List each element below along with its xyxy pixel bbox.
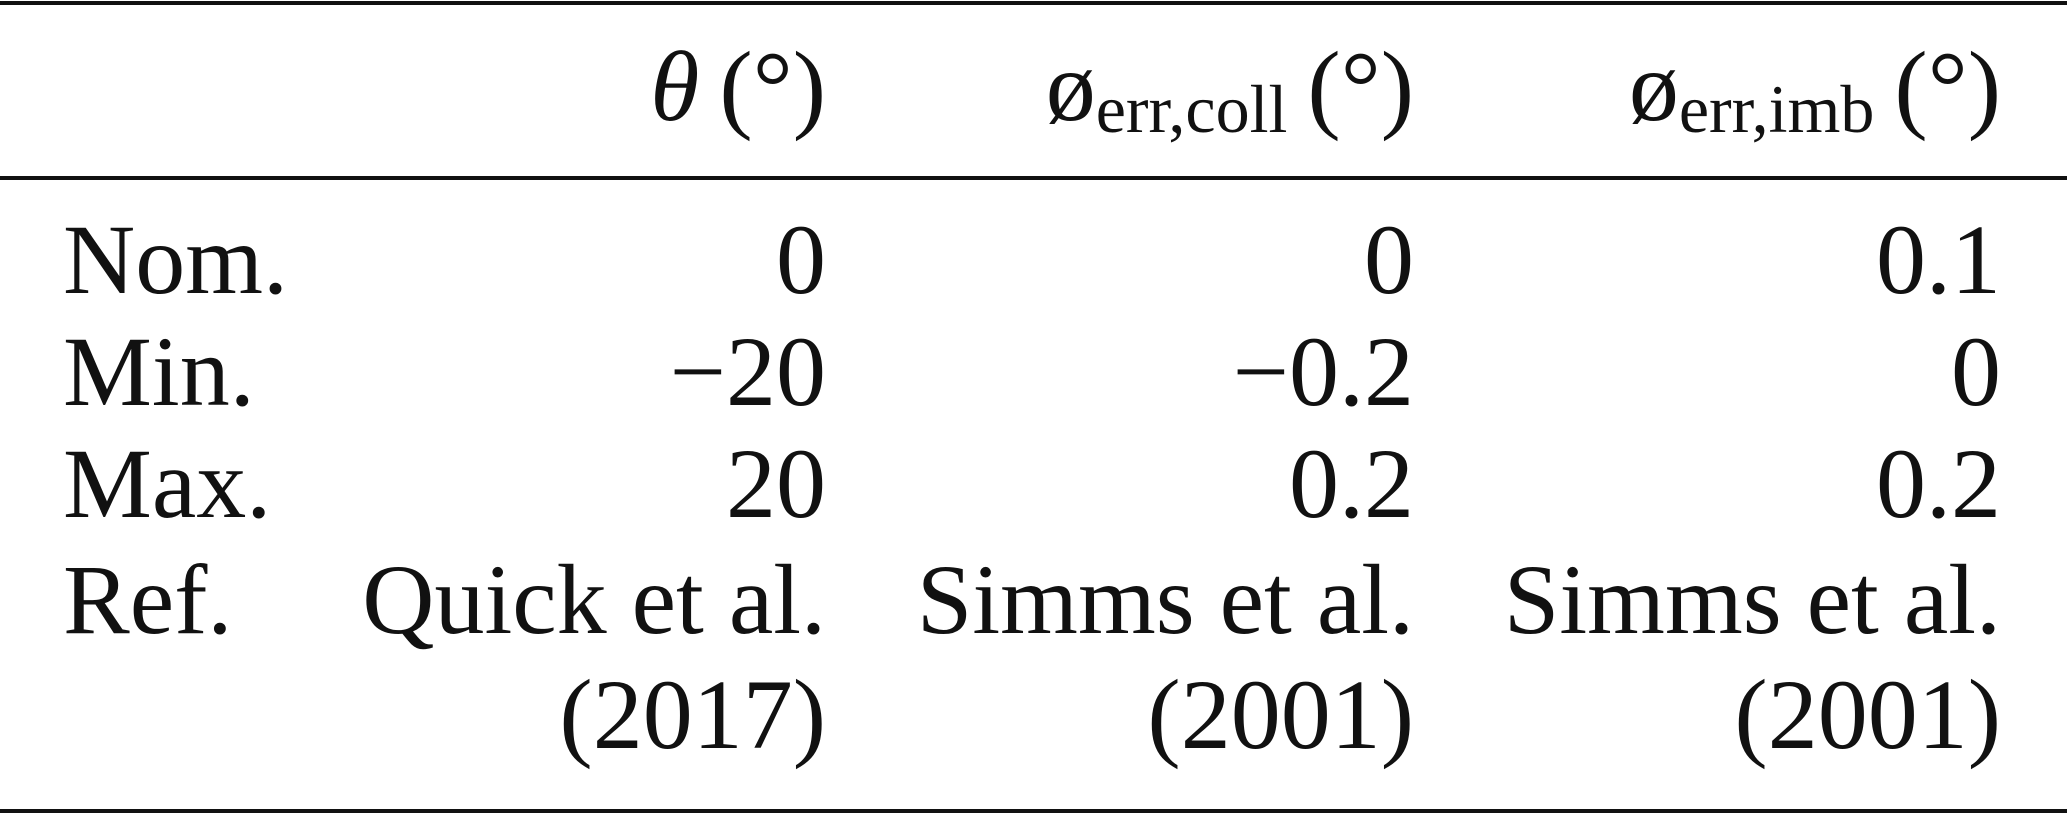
cell: −0.2: [1233, 316, 1414, 427]
cell: (2001): [1734, 659, 2001, 770]
header-symbol: ø: [1629, 31, 1679, 142]
header-cell: θ (°): [650, 31, 826, 142]
cell: Simms et al.: [1504, 544, 2001, 655]
header-unit: (°): [1894, 31, 2001, 142]
header-subscript: err,coll: [1096, 71, 1288, 147]
header-symbol: ø: [1046, 31, 1096, 142]
cell: 20: [726, 428, 826, 539]
header-subscript: err,imb: [1679, 71, 1875, 147]
cell: 0.1: [1876, 204, 2001, 315]
cell: 0: [776, 204, 826, 315]
header-unit: (°): [1307, 31, 1414, 142]
cell: 0: [1364, 204, 1414, 315]
cell: 0.2: [1876, 428, 2001, 539]
cell: 0.2: [1289, 428, 1414, 539]
cell: (2001): [1147, 659, 1414, 770]
header-unit: (°): [719, 31, 826, 142]
cell: (2017): [559, 659, 826, 770]
row-label: Max.: [63, 428, 271, 539]
cell: Simms et al.: [917, 544, 1414, 655]
cell: −20: [670, 316, 826, 427]
header-cell: øerr,imb (°): [1629, 31, 2001, 147]
header-cell: øerr,coll (°): [1046, 31, 1414, 147]
cell: 0: [1951, 316, 2001, 427]
row-label: Min.: [63, 316, 255, 427]
cell: Quick et al.: [362, 544, 826, 655]
header-symbol: θ: [650, 31, 699, 142]
row-label: Ref.: [63, 544, 232, 655]
row-label: Nom.: [63, 204, 288, 315]
